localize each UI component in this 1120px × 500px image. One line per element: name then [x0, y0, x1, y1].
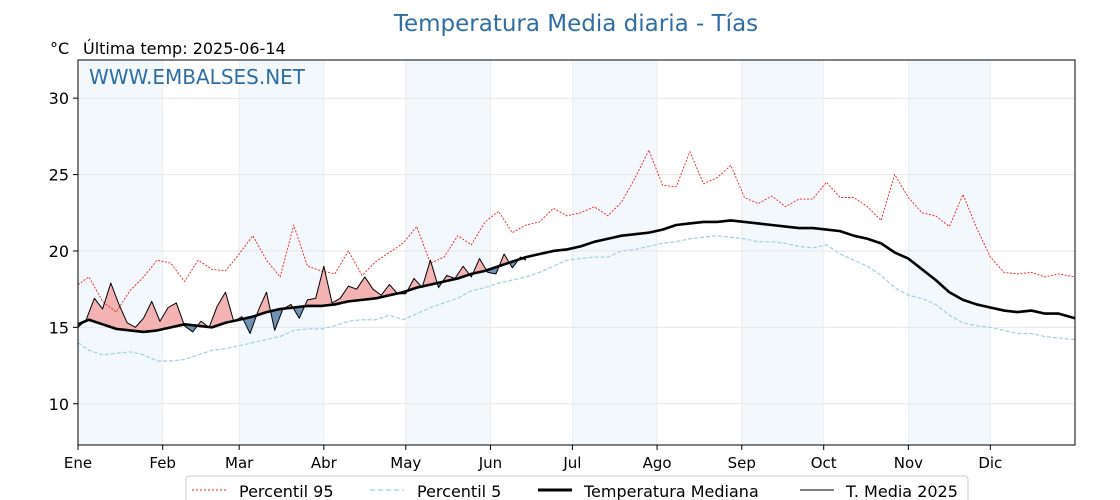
x-axis: Ene Feb Mar Abr May Jun Jul Ago Sep Oct Nov Dic: [64, 445, 1002, 472]
y-tick-label: 10: [49, 395, 69, 414]
fill-above-median: [407, 278, 422, 291]
series-line-current: [77, 253, 527, 334]
x-tick-label: Ago: [643, 454, 672, 472]
legend-box: [185, 475, 969, 500]
month-band: [239, 60, 324, 445]
x-tick-label: Jul: [562, 454, 581, 472]
fill-above-median: [256, 292, 271, 316]
x-tick-label: Sep: [728, 454, 756, 472]
month-band: [908, 60, 991, 445]
watermark: WWW.EMBALSES.NET: [89, 65, 306, 89]
fill-above-median: [442, 266, 470, 282]
last-temp-label: Última temp: 2025-06-14: [83, 39, 286, 58]
x-tick-label: Mar: [225, 454, 254, 472]
x-tick-label: Nov: [894, 454, 923, 472]
x-tick-label: Jun: [478, 454, 502, 472]
legend-label-median: Temperatura Mediana: [583, 482, 759, 500]
legend-label-p5: Percentil 5: [417, 482, 501, 500]
fill-above-median: [84, 283, 185, 332]
fill-below-median: [243, 315, 257, 334]
month-band: [741, 60, 824, 445]
x-tick-label: Dic: [978, 454, 1002, 472]
y-tick-label: 20: [49, 242, 69, 261]
legend-label-p95: Percentil 95: [239, 482, 334, 500]
series-line-p5: [77, 235, 1076, 362]
series-line-p95: [77, 149, 1076, 313]
fill-above-median: [473, 258, 488, 274]
x-tick-label: Abr: [311, 454, 338, 472]
y-tick-label: 30: [49, 89, 69, 108]
x-tick-label: Ene: [64, 454, 92, 472]
fill-above-median: [422, 260, 438, 287]
month-band: [405, 60, 491, 445]
fill-above-median: [304, 266, 398, 307]
y-tick-label: 25: [49, 166, 69, 185]
chart-title: Temperatura Media diaria - Tías: [393, 11, 758, 37]
series-line-median: [77, 219, 1076, 334]
x-tick-label: Feb: [149, 454, 176, 472]
month-band: [78, 60, 163, 445]
legend: Percentil 95 Percentil 5 Temperatura Med…: [185, 475, 969, 500]
legend-label-current: T. Media 2025: [845, 482, 958, 500]
unit-label: °C: [50, 39, 69, 58]
fill-below-median: [293, 306, 305, 319]
x-tick-label: Oct: [811, 454, 837, 472]
y-tick-label: 15: [49, 318, 69, 337]
month-bands: [78, 60, 991, 445]
x-tick-label: May: [390, 454, 421, 472]
month-band: [572, 60, 658, 445]
y-axis: 10 15 20 25 30: [49, 89, 78, 414]
series-lines: [77, 149, 1076, 362]
plot-frame: [77, 59, 1076, 446]
